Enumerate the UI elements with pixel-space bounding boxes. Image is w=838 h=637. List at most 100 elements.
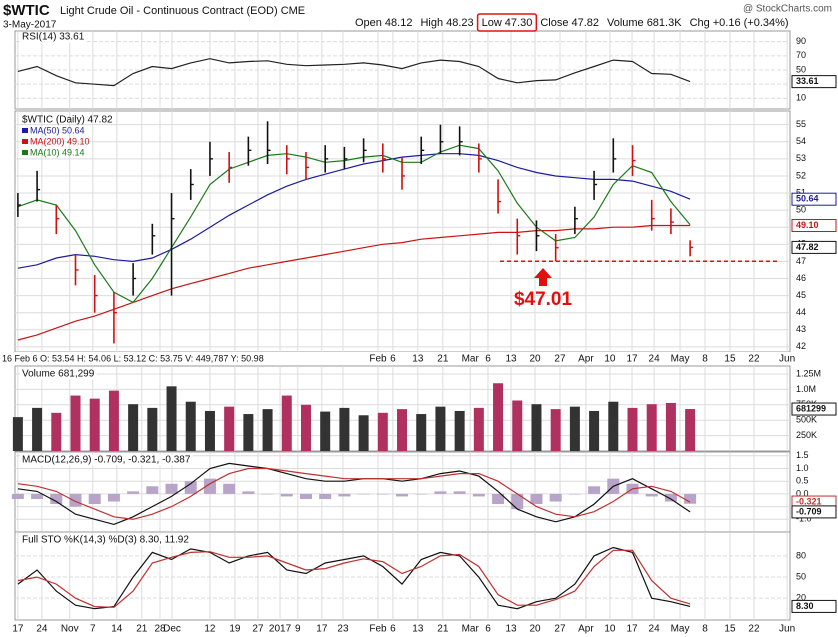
y-tick-label: 1.0M [796, 384, 816, 394]
volume-bar [493, 383, 504, 451]
legend-bg [20, 31, 87, 43]
volume-bar [70, 395, 81, 451]
x-tick-label: 13 [505, 624, 517, 635]
y-tick-label: -1.0 [796, 514, 812, 524]
quote-line: Open 48.12 High 48.23 Low 47.30 Close 47.82 Volu… [355, 17, 789, 29]
y-tick-label: 46 [796, 273, 806, 283]
x-tick-label: 27 [554, 624, 566, 635]
y-tick-label: 500K [796, 415, 817, 425]
histogram-bar [280, 493, 293, 497]
y-tick-label: 43 [796, 324, 806, 334]
legend-swatch [22, 128, 28, 133]
quote-value: +0.16 (+0.34%) [713, 17, 789, 29]
legend-title: $WTIC (Daily) 47.82 [22, 115, 113, 126]
axis-strip [0, 352, 838, 366]
y-tick-label: 52 [796, 170, 806, 180]
histogram-bar [376, 493, 389, 495]
histogram-bar [11, 493, 24, 499]
x-tick-label: 23 [337, 624, 349, 635]
legend-title: Volume 681,299 [22, 369, 95, 380]
histogram-bar [453, 491, 466, 494]
volume-bar [339, 407, 350, 451]
x-tick-label: 13 [412, 624, 424, 635]
legend-bg [20, 454, 193, 466]
quote-label: High [420, 17, 443, 29]
value-tag-label: 681299 [796, 403, 826, 413]
quote-label: Chg [690, 17, 710, 29]
x-tick-label: 22 [748, 624, 760, 635]
x-tick-label: 17 [12, 624, 24, 635]
arrow [534, 268, 552, 286]
volume-bar [224, 406, 235, 451]
histogram-bar [511, 493, 524, 510]
histogram-bar [242, 491, 255, 494]
highlight-box [476, 13, 538, 32]
histogram-bar [223, 483, 236, 494]
x-tick-label: Apr [578, 624, 594, 635]
histogram-bar [299, 493, 312, 499]
quote-value: 681.3K [647, 17, 683, 29]
indicator-line [17, 462, 691, 526]
histogram-bar [396, 493, 409, 497]
quote-value: 47.82 [571, 17, 599, 29]
y-tick-label: 51 [796, 187, 806, 197]
x-tick-label: Jun [779, 354, 795, 365]
volume-bar [397, 409, 408, 451]
x-tick-label: 9 [295, 624, 301, 635]
histogram-bar [684, 493, 697, 504]
x-tick-label: 21 [437, 354, 449, 365]
volume-bar [51, 412, 62, 451]
y-tick-label: 50 [796, 205, 806, 215]
histogram-bar [146, 486, 159, 494]
histogram-bar [549, 493, 562, 502]
volume-bar [377, 412, 388, 451]
quote-value: 48.23 [446, 17, 474, 29]
quote-value: 47.30 [505, 17, 533, 29]
x-tick-label: 6 [390, 354, 396, 365]
value-tag [791, 240, 837, 254]
legend-label: MA(200) 49.10 [30, 136, 90, 146]
legend-swatch [22, 150, 28, 155]
value-tag [791, 599, 837, 613]
y-tick-label: 1.25M [796, 368, 821, 378]
histogram-bar [127, 491, 140, 494]
x-tick-label: 17 [626, 624, 638, 635]
y-tick-label: 45 [796, 290, 806, 300]
x-tick-label: Mar [462, 624, 480, 635]
x-tick-label: 12 [204, 624, 216, 635]
indicator-line [17, 549, 691, 608]
y-tick-label: 0.0 [796, 488, 809, 498]
histogram-bar [530, 493, 543, 505]
volume-bar [185, 401, 196, 451]
x-tick-label: 22 [748, 354, 760, 365]
x-tick-label: 6 [390, 624, 396, 635]
ma-line [17, 153, 691, 269]
value-tag-label: -0.321 [796, 496, 822, 506]
quote-label: Open [355, 17, 382, 29]
volume-bar [435, 406, 446, 451]
x-tick-label: 17 [316, 624, 328, 635]
volume-bar [454, 410, 465, 451]
value-tag-label: -0.709 [796, 506, 822, 516]
value-tag-label: 47.82 [796, 242, 819, 252]
quote-value: 48.12 [385, 17, 413, 29]
legend-bg [20, 368, 97, 380]
legend-title: MACD(12,26,9) -0.709, -0.321, -0.387 [22, 455, 191, 466]
y-tick-label: 50 [796, 571, 806, 581]
volume-bar [32, 407, 43, 451]
legend-label: MA(50) 50.64 [30, 125, 85, 135]
indicator-line [17, 58, 691, 87]
volume-bar [358, 415, 369, 451]
x-tick-label: Apr [578, 354, 594, 365]
date: 3-May-2017 [3, 20, 57, 31]
ma-line [17, 224, 691, 341]
quote-label: Low [482, 17, 502, 29]
volume-bar [166, 386, 177, 451]
volume-bar [108, 390, 119, 451]
x-tick-label: Dec [163, 624, 181, 635]
histogram-bar [434, 491, 447, 494]
volume-bar [89, 398, 100, 451]
volume-bar [531, 404, 542, 451]
histogram-bar [31, 493, 44, 499]
volume-bar [204, 410, 215, 451]
